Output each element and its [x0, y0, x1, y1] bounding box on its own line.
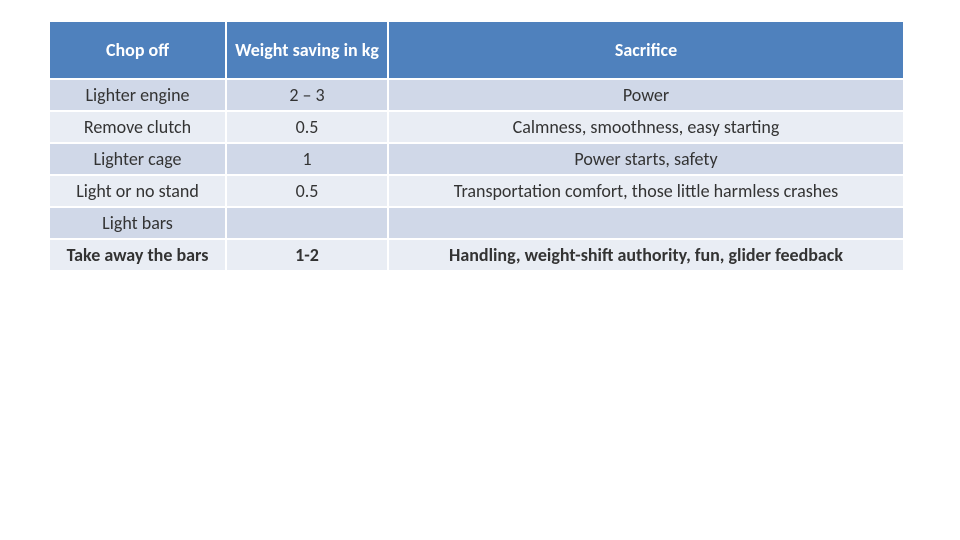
cell-weight-saving: 0.5 [226, 175, 388, 207]
cell-weight-saving: 1-2 [226, 239, 388, 271]
cell-sacrifice [388, 207, 904, 239]
cell-weight-saving [226, 207, 388, 239]
cell-weight-saving: 2 – 3 [226, 79, 388, 111]
slide: Chop off Weight saving in kg Sacrifice L… [0, 0, 960, 540]
cell-sacrifice: Power starts, safety [388, 143, 904, 175]
cell-sacrifice: Transportation comfort, those little har… [388, 175, 904, 207]
col-header-chop-off: Chop off [50, 22, 226, 79]
cell-sacrifice: Handling, weight-shift authority, fun, g… [388, 239, 904, 271]
cell-chop-off: Remove clutch [50, 111, 226, 143]
cell-chop-off: Lighter engine [50, 79, 226, 111]
table-row: Lighter cage 1 Power starts, safety [50, 143, 904, 175]
cell-sacrifice: Power [388, 79, 904, 111]
col-header-weight-saving: Weight saving in kg [226, 22, 388, 79]
cell-sacrifice: Calmness, smoothness, easy starting [388, 111, 904, 143]
table-row: Take away the bars 1-2 Handling, weight-… [50, 239, 904, 271]
cell-chop-off: Light or no stand [50, 175, 226, 207]
table-row: Light or no stand 0.5 Transportation com… [50, 175, 904, 207]
weight-saving-table: Chop off Weight saving in kg Sacrifice L… [50, 22, 905, 272]
table-header-row: Chop off Weight saving in kg Sacrifice [50, 22, 904, 79]
table-row: Light bars [50, 207, 904, 239]
cell-chop-off: Take away the bars [50, 239, 226, 271]
table-body: Lighter engine 2 – 3 Power Remove clutch… [50, 79, 904, 271]
cell-chop-off: Light bars [50, 207, 226, 239]
cell-chop-off: Lighter cage [50, 143, 226, 175]
table-row: Lighter engine 2 – 3 Power [50, 79, 904, 111]
cell-weight-saving: 0.5 [226, 111, 388, 143]
table-header: Chop off Weight saving in kg Sacrifice [50, 22, 904, 79]
table-row: Remove clutch 0.5 Calmness, smoothness, … [50, 111, 904, 143]
cell-weight-saving: 1 [226, 143, 388, 175]
col-header-sacrifice: Sacrifice [388, 22, 904, 79]
